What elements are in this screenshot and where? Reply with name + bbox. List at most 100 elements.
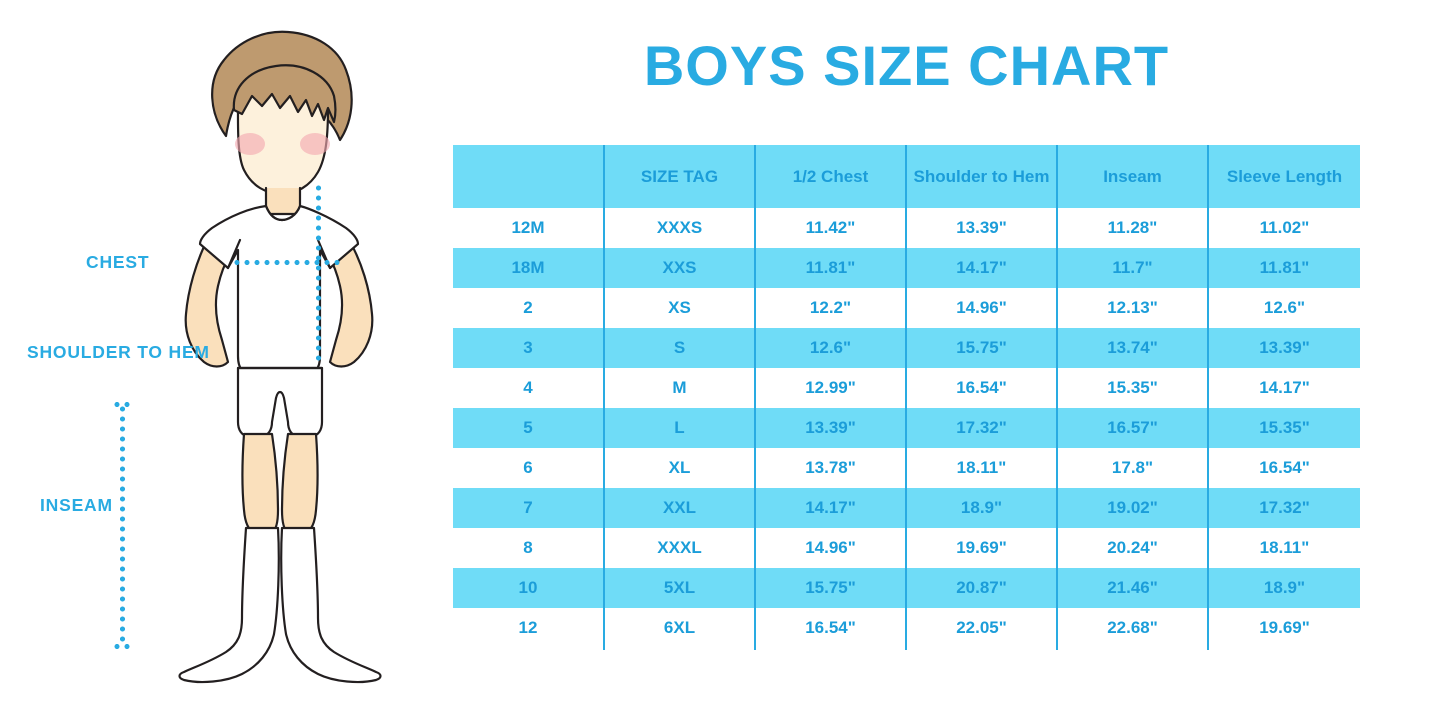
table-row: 4 M 12.99" 16.54" 15.35" 14.17" <box>453 368 1360 408</box>
cell-shoulder-to-hem: 15.75" <box>905 328 1057 368</box>
table-row: 12 6XL 16.54" 22.05" 22.68" 19.69" <box>453 608 1360 648</box>
cell-half-chest: 11.81" <box>754 248 906 288</box>
cell-size-tag: XL <box>603 448 755 488</box>
cell-sleeve-length: 12.6" <box>1207 288 1360 328</box>
column-header-size-tag: SIZE TAG <box>603 145 755 208</box>
cell-shoulder-to-hem: 20.87" <box>905 568 1057 608</box>
cell-size-tag: XXXS <box>603 208 755 248</box>
page-title: BOYS SIZE CHART <box>643 34 1170 97</box>
cell-half-chest: 13.78" <box>754 448 906 488</box>
table-header: SIZE TAG 1/2 Chest Shoulder to Hem Insea… <box>453 145 1360 208</box>
table-row: 3 S 12.6" 15.75" 13.74" 13.39" <box>453 328 1360 368</box>
cell-size: 12 <box>453 608 604 648</box>
chest-measure-guide <box>232 260 342 265</box>
cell-size: 18M <box>453 248 604 288</box>
cell-sleeve-length: 14.17" <box>1207 368 1360 408</box>
leg-right <box>280 432 319 534</box>
cell-shoulder-to-hem: 13.39" <box>905 208 1057 248</box>
table-row: 10 5XL 15.75" 20.87" 21.46" 18.9" <box>453 568 1360 608</box>
shirt-collar <box>264 204 302 222</box>
cell-half-chest: 11.42" <box>754 208 906 248</box>
column-header-half-chest: 1/2 Chest <box>754 145 906 208</box>
cell-sleeve-length: 13.39" <box>1207 328 1360 368</box>
cell-size: 12M <box>453 208 604 248</box>
cell-size-tag: XXXL <box>603 528 755 568</box>
cell-size: 7 <box>453 488 604 528</box>
cell-shoulder-to-hem: 18.11" <box>905 448 1057 488</box>
cell-shoulder-to-hem: 18.9" <box>905 488 1057 528</box>
cell-size-tag: 5XL <box>603 568 755 608</box>
cell-shoulder-to-hem: 22.05" <box>905 608 1057 648</box>
cell-half-chest: 15.75" <box>754 568 906 608</box>
column-header-size <box>453 145 604 208</box>
cell-size-tag: L <box>603 408 755 448</box>
cell-inseam: 15.35" <box>1056 368 1208 408</box>
inseam-measure-guide <box>120 404 125 646</box>
shorts <box>236 366 324 438</box>
cell-shoulder-to-hem: 17.32" <box>905 408 1057 448</box>
column-header-sleeve-length: Sleeve Length <box>1207 145 1360 208</box>
blush-left <box>235 133 265 155</box>
sock-left <box>178 526 280 684</box>
cell-inseam: 20.24" <box>1056 528 1208 568</box>
shoulder-to-hem-measure-guide <box>316 183 321 365</box>
cell-size: 5 <box>453 408 604 448</box>
arm-left <box>184 236 242 368</box>
cell-inseam: 22.68" <box>1056 608 1208 648</box>
table-row: 6 XL 13.78" 18.11" 17.8" 16.54" <box>453 448 1360 488</box>
cell-inseam: 19.02" <box>1056 488 1208 528</box>
hair-fringe <box>232 64 337 124</box>
cell-sleeve-length: 17.32" <box>1207 488 1360 528</box>
cell-size: 8 <box>453 528 604 568</box>
cell-sleeve-length: 11.02" <box>1207 208 1360 248</box>
cell-size: 2 <box>453 288 604 328</box>
cell-shoulder-to-hem: 19.69" <box>905 528 1057 568</box>
cell-sleeve-length: 18.11" <box>1207 528 1360 568</box>
label-chest: CHEST <box>86 252 150 272</box>
table-body: 12M XXXS 11.42" 13.39" 11.28" 11.02" 18M XXS 11.… <box>453 208 1360 648</box>
cell-size-tag: XS <box>603 288 755 328</box>
leg-left <box>241 432 280 534</box>
table-row: 18M XXS 11.81" 14.17" 11.7" 11.81" <box>453 248 1360 288</box>
cell-half-chest: 14.96" <box>754 528 906 568</box>
table-row: 5 L 13.39" 17.32" 16.57" 15.35" <box>453 408 1360 448</box>
label-inseam: INSEAM <box>40 495 113 515</box>
inseam-guide-cap-top <box>112 402 134 407</box>
table-row: 8 XXXL 14.96" 19.69" 20.24" 18.11" <box>453 528 1360 568</box>
cell-sleeve-length: 16.54" <box>1207 448 1360 488</box>
cell-half-chest: 12.2" <box>754 288 906 328</box>
size-chart-table: SIZE TAG 1/2 Chest Shoulder to Hem Insea… <box>453 145 1360 648</box>
cell-shoulder-to-hem: 14.96" <box>905 288 1057 328</box>
column-header-inseam: Inseam <box>1056 145 1208 208</box>
cell-size-tag: 6XL <box>603 608 755 648</box>
cell-inseam: 11.28" <box>1056 208 1208 248</box>
cell-sleeve-length: 19.69" <box>1207 608 1360 648</box>
cell-sleeve-length: 18.9" <box>1207 568 1360 608</box>
sleeve-hem-left <box>226 238 242 270</box>
table-row: 7 XXL 14.17" 18.9" 19.02" 17.32" <box>453 488 1360 528</box>
cell-inseam: 11.7" <box>1056 248 1208 288</box>
cell-size: 6 <box>453 448 604 488</box>
column-header-shoulder-to-hem: Shoulder to Hem <box>905 145 1057 208</box>
cell-size: 3 <box>453 328 604 368</box>
cell-half-chest: 12.6" <box>754 328 906 368</box>
cell-inseam: 12.13" <box>1056 288 1208 328</box>
cell-shoulder-to-hem: 16.54" <box>905 368 1057 408</box>
blush-right <box>300 133 330 155</box>
cell-half-chest: 12.99" <box>754 368 906 408</box>
cell-size-tag: M <box>603 368 755 408</box>
cell-sleeve-length: 15.35" <box>1207 408 1360 448</box>
cell-half-chest: 13.39" <box>754 408 906 448</box>
cell-size-tag: XXL <box>603 488 755 528</box>
inseam-guide-cap-bottom <box>112 644 134 649</box>
table-row: 2 XS 12.2" 14.96" 12.13" 12.6" <box>453 288 1360 328</box>
cell-size-tag: S <box>603 328 755 368</box>
cell-inseam: 13.74" <box>1056 328 1208 368</box>
cell-half-chest: 16.54" <box>754 608 906 648</box>
cell-sleeve-length: 11.81" <box>1207 248 1360 288</box>
cell-inseam: 16.57" <box>1056 408 1208 448</box>
cell-size: 4 <box>453 368 604 408</box>
label-shoulder-to-hem: SHOULDER TO HEM <box>27 342 210 362</box>
cell-shoulder-to-hem: 14.17" <box>905 248 1057 288</box>
